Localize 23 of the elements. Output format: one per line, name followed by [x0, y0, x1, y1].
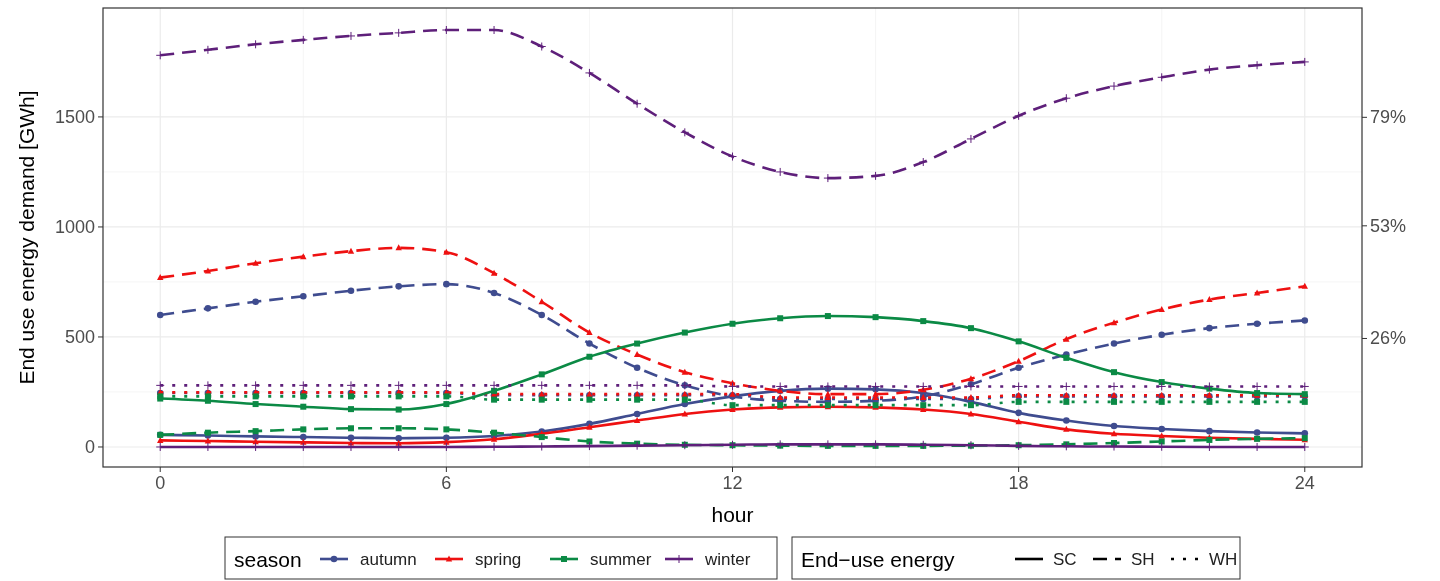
x-tick-label: 18: [1008, 473, 1029, 493]
legend-label: winter: [704, 550, 751, 569]
y-tick-label: 1000: [54, 216, 95, 237]
y-tick-label: 500: [64, 326, 95, 347]
text: WH: [1209, 550, 1238, 569]
text: End−use energy: [801, 548, 956, 571]
y-axis-title: End use energy demand [GWh]: [15, 90, 38, 385]
legend-label: autumn: [360, 550, 417, 569]
y2-tick-label: 26%: [1370, 328, 1407, 349]
x-tick-label: 12: [722, 473, 743, 493]
text: SC: [1053, 550, 1077, 569]
y2-tick-label: 53%: [1370, 215, 1407, 236]
y2-tick-label: 79%: [1370, 107, 1407, 128]
x-axis-title: hour: [711, 503, 754, 526]
y-tick-label: 1500: [54, 106, 95, 127]
text: SH: [1131, 550, 1155, 569]
y-tick-label: 0: [84, 436, 95, 457]
legend-label: summer: [590, 550, 652, 569]
x-tick-label: 6: [441, 473, 452, 493]
x-tick-label: 24: [1294, 473, 1315, 493]
legend-label: spring: [475, 550, 522, 569]
legend-title: season: [234, 548, 302, 571]
x-tick-label: 0: [155, 473, 166, 493]
